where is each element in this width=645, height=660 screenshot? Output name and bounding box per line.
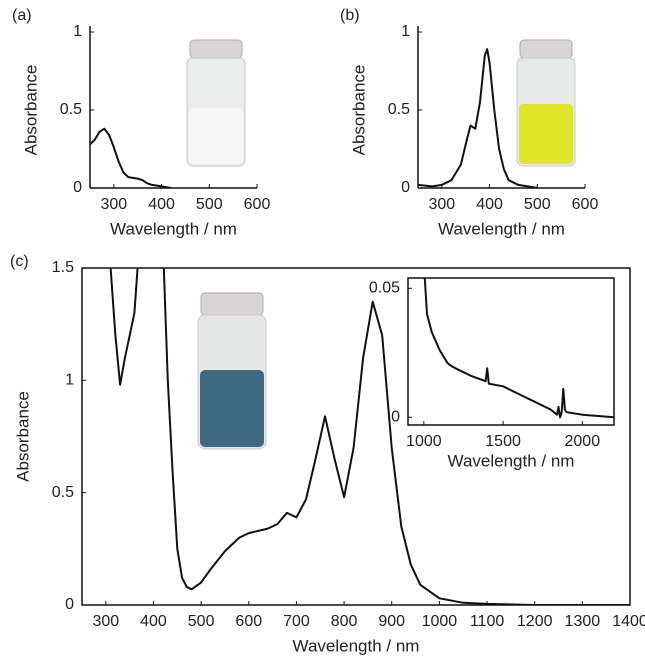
x-tick-label: 600 <box>244 196 271 213</box>
panel-label: (c) <box>10 253 29 270</box>
x-tick-label: 300 <box>92 613 119 630</box>
x-tick-label: 500 <box>524 196 551 213</box>
x-tick-label: 600 <box>235 613 262 630</box>
y-tick-label: 0.05 <box>369 280 400 297</box>
x-tick-label: 400 <box>148 196 175 213</box>
y-tick-label: 0 <box>65 596 74 613</box>
y-tick-label: 1 <box>401 23 410 40</box>
x-axis-label: Wavelength / nm <box>293 636 420 655</box>
x-tick-label: 500 <box>188 613 215 630</box>
y-tick-label: 0.5 <box>52 484 74 501</box>
data-line <box>423 278 614 419</box>
data-line <box>109 268 630 605</box>
x-tick-label: 1000 <box>422 613 458 630</box>
data-line <box>418 48 538 188</box>
y-tick-label: 0 <box>401 179 410 196</box>
vial-a <box>186 39 246 167</box>
x-tick-label: 500 <box>196 196 223 213</box>
panel-label: (a) <box>12 7 32 24</box>
x-tick-label: 1300 <box>565 613 601 630</box>
y-tick-label: 1 <box>73 23 82 40</box>
x-tick-label: 1000 <box>406 433 442 450</box>
vial-b <box>516 39 576 167</box>
x-axis-label: Wavelength / nm <box>438 219 565 238</box>
x-tick-label: 600 <box>572 196 599 213</box>
x-tick-label: 1200 <box>517 613 553 630</box>
x-tick-label: 700 <box>283 613 310 630</box>
y-axis-label: Absorbance <box>13 391 32 482</box>
y-tick-label: 0.5 <box>388 101 410 118</box>
x-axis-label: Wavelength / nm <box>110 219 237 238</box>
x-tick-label: 1100 <box>470 613 505 630</box>
y-tick-label: 0 <box>391 408 400 425</box>
data-line <box>90 127 172 188</box>
x-tick-label: 1400 <box>612 613 645 630</box>
vial-c <box>197 292 267 450</box>
y-tick-label: 0.5 <box>60 101 82 118</box>
x-tick-label: 400 <box>476 196 503 213</box>
x-tick-label: 2000 <box>565 433 601 450</box>
panel-label: (b) <box>340 7 360 24</box>
x-tick-label: 1500 <box>485 433 521 450</box>
x-axis-label: Wavelength / nm <box>448 451 575 470</box>
plot-frame <box>407 277 615 426</box>
y-tick-label: 1.5 <box>52 259 74 276</box>
y-tick-label: 0 <box>73 179 82 196</box>
y-axis-label: Absorbance <box>349 65 368 156</box>
x-tick-label: 300 <box>101 196 128 213</box>
x-tick-label: 300 <box>429 196 456 213</box>
x-tick-label: 400 <box>140 613 167 630</box>
x-tick-label: 900 <box>378 613 405 630</box>
y-tick-label: 1 <box>65 372 74 389</box>
x-tick-label: 800 <box>331 613 358 630</box>
y-axis-label: Absorbance <box>21 65 40 156</box>
